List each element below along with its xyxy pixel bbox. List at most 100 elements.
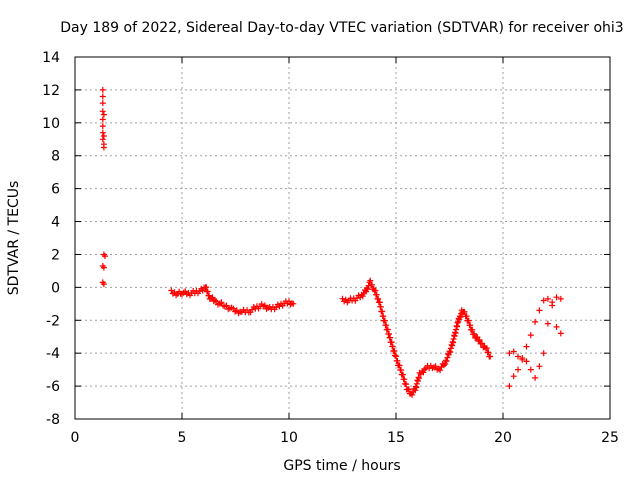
- y-tick-label: -2: [46, 313, 60, 329]
- data-point: [557, 330, 564, 337]
- y-tick-label: 8: [51, 149, 60, 165]
- data-point: [553, 323, 560, 330]
- data-point: [100, 264, 107, 271]
- data-point: [549, 302, 556, 309]
- series-sat_early_high: [99, 86, 107, 151]
- data-point: [540, 350, 547, 357]
- y-tick-label: 14: [42, 50, 60, 66]
- data-point: [223, 302, 230, 309]
- data-point: [218, 299, 225, 306]
- data-point: [367, 277, 374, 284]
- y-tick-label: -4: [46, 346, 60, 362]
- y-tick-label: 4: [51, 215, 60, 231]
- data-point: [515, 366, 521, 373]
- data-point: [375, 295, 382, 302]
- data-point: [485, 349, 492, 356]
- data-point: [182, 288, 189, 295]
- data-point: [523, 358, 530, 365]
- data-point: [443, 358, 450, 365]
- data-point: [479, 340, 485, 347]
- data-point: [463, 313, 470, 320]
- data-point: [557, 295, 564, 302]
- data-point: [447, 345, 454, 352]
- data-point: [261, 302, 268, 309]
- data-point: [393, 353, 399, 360]
- plot-frame: [74, 56, 611, 420]
- grid: [75, 57, 610, 419]
- axis-ticks: 0 5 10 15 20 25 -8 -6 -4 -2 0 2 4 6 8 10 12 14: [42, 50, 619, 446]
- x-axis-label: GPS time / hours: [283, 458, 400, 474]
- data-point: [510, 348, 517, 355]
- data-point: [416, 375, 422, 382]
- data-point: [100, 281, 107, 288]
- data-point: [99, 129, 106, 136]
- data-point: [471, 330, 478, 337]
- data-point: [99, 86, 106, 93]
- data-point: [544, 320, 551, 327]
- data-point: [99, 93, 106, 100]
- y-tick-label: -6: [46, 379, 60, 395]
- data-point: [213, 298, 220, 305]
- data-point: [527, 366, 534, 373]
- data-point: [420, 369, 427, 376]
- data-point: [483, 345, 490, 352]
- data-point: [212, 297, 218, 304]
- y-tick-label: 12: [42, 83, 60, 99]
- data-point: [553, 294, 560, 301]
- data-point: [467, 322, 474, 329]
- series-track_afternoon: [339, 277, 494, 398]
- x-tick-label: 25: [601, 430, 619, 446]
- data-point: [369, 281, 375, 288]
- data-point: [168, 287, 175, 294]
- data-point: [469, 326, 476, 333]
- x-tick-label: 20: [494, 430, 512, 446]
- data-point: [99, 108, 106, 115]
- series-track_midday: [168, 284, 297, 317]
- data-point: [364, 286, 371, 293]
- data-point: [510, 373, 517, 380]
- y-tick-label: 6: [51, 182, 60, 198]
- data-point: [99, 100, 106, 107]
- series-track_evening_b: [506, 295, 564, 390]
- data-point: [544, 295, 551, 302]
- y-tick-label: 0: [51, 280, 60, 296]
- data-point: [506, 383, 513, 390]
- y-tick-label: -8: [46, 412, 60, 428]
- chart-title: Day 189 of 2022, Sidereal Day-to-day VTE…: [60, 20, 623, 36]
- data-point: [372, 287, 379, 294]
- data-point: [519, 355, 526, 362]
- data-point: [536, 307, 543, 314]
- data-point: [99, 116, 106, 123]
- data-point: [421, 366, 428, 373]
- data-series: [99, 86, 564, 398]
- data-point: [394, 357, 401, 364]
- data-point: [203, 284, 210, 291]
- data-point: [204, 288, 211, 295]
- data-point: [476, 336, 483, 343]
- data-point: [532, 318, 539, 325]
- x-tick-label: 5: [178, 430, 187, 446]
- data-point: [540, 297, 547, 304]
- data-point: [409, 391, 416, 398]
- data-point: [432, 363, 439, 370]
- data-point: [100, 144, 107, 151]
- data-point: [437, 367, 444, 374]
- y-tick-label: 10: [42, 116, 60, 132]
- data-point: [506, 350, 513, 357]
- data-point: [515, 353, 521, 360]
- data-point: [290, 300, 297, 307]
- series-sat_early_low: [99, 251, 108, 288]
- data-point: [359, 293, 366, 300]
- data-point: [461, 308, 468, 315]
- data-point: [99, 123, 106, 130]
- x-tick-label: 10: [280, 430, 298, 446]
- data-point: [532, 374, 539, 381]
- data-point: [398, 367, 404, 373]
- data-point: [527, 332, 534, 339]
- data-point: [487, 353, 494, 360]
- data-point: [100, 133, 107, 139]
- x-tick-label: 15: [387, 430, 405, 446]
- data-point: [447, 349, 454, 356]
